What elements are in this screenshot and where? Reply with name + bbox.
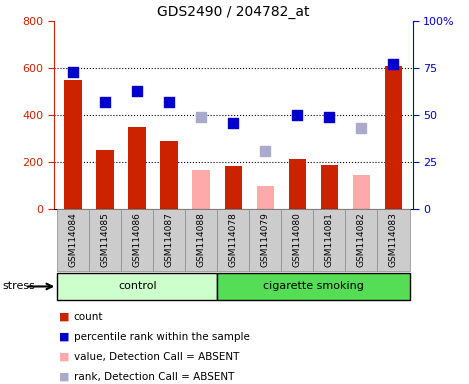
Bar — [321, 165, 338, 209]
Text: GSM114088: GSM114088 — [197, 212, 206, 267]
Bar — [346, 209, 378, 271]
Text: GSM114087: GSM114087 — [165, 212, 174, 267]
Text: rank, Detection Call = ABSENT: rank, Detection Call = ABSENT — [74, 372, 234, 382]
Bar — [185, 209, 217, 271]
Bar — [257, 186, 274, 209]
Bar — [57, 273, 217, 300]
Bar — [160, 141, 178, 209]
Point — [197, 114, 205, 120]
Bar — [313, 209, 346, 271]
Point — [101, 99, 109, 105]
Point — [325, 114, 333, 120]
Bar — [192, 170, 210, 209]
Point — [358, 125, 365, 131]
Bar — [217, 273, 409, 300]
Text: value, Detection Call = ABSENT: value, Detection Call = ABSENT — [74, 352, 239, 362]
Text: GSM114079: GSM114079 — [261, 212, 270, 267]
Bar — [57, 209, 89, 271]
Text: count: count — [74, 312, 103, 322]
Text: ■: ■ — [59, 312, 69, 322]
Text: GSM114086: GSM114086 — [133, 212, 142, 267]
Point — [262, 148, 269, 154]
Text: GSM114078: GSM114078 — [229, 212, 238, 267]
Bar — [64, 80, 82, 209]
Text: GSM114083: GSM114083 — [389, 212, 398, 267]
Text: stress: stress — [2, 281, 35, 291]
Text: control: control — [118, 281, 157, 291]
Bar — [385, 66, 402, 209]
Text: GSM114081: GSM114081 — [325, 212, 334, 267]
Bar — [153, 209, 185, 271]
Point — [230, 120, 237, 126]
Text: ■: ■ — [59, 332, 69, 342]
Bar — [250, 209, 281, 271]
Text: ■: ■ — [59, 352, 69, 362]
Text: ■: ■ — [59, 372, 69, 382]
Text: GSM114085: GSM114085 — [101, 212, 110, 267]
Point — [134, 88, 141, 94]
Point — [166, 99, 173, 105]
Text: GSM114080: GSM114080 — [293, 212, 302, 267]
Text: cigarette smoking: cigarette smoking — [263, 281, 364, 291]
Bar — [281, 209, 313, 271]
Text: GSM114082: GSM114082 — [357, 212, 366, 267]
Bar — [217, 209, 250, 271]
Point — [69, 69, 77, 75]
Bar — [225, 166, 242, 209]
Title: GDS2490 / 204782_at: GDS2490 / 204782_at — [157, 5, 310, 19]
Bar — [97, 151, 114, 209]
Text: percentile rank within the sample: percentile rank within the sample — [74, 332, 250, 342]
Bar — [378, 209, 409, 271]
Bar — [121, 209, 153, 271]
Point — [294, 112, 301, 118]
Text: GSM114084: GSM114084 — [68, 212, 78, 267]
Point — [390, 61, 397, 68]
Bar — [129, 127, 146, 209]
Bar — [89, 209, 121, 271]
Bar — [353, 175, 370, 209]
Bar — [288, 159, 306, 209]
